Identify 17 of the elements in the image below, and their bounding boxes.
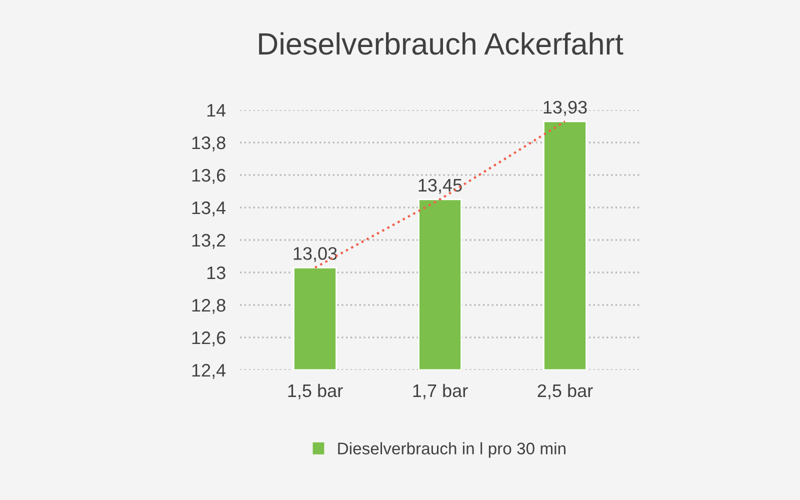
x-tick-label: 2,5 bar [538,384,593,400]
y-tick-label: 13,8 [192,136,226,152]
y-tick-label: 12,8 [192,298,226,314]
y-tick-label: 12,4 [192,364,226,379]
x-tick-label: 1,5 bar [288,384,343,400]
data-label: 13,93 [544,100,587,116]
data-label: 13,03 [294,247,337,262]
chart-title: Dieselverbrauch Ackerfahrt [259,32,624,55]
y-tick-label: 12,6 [192,331,226,346]
y-tick-label: 14 [207,104,226,117]
y-tick-label: 13 [207,266,226,280]
y-tick-label: 13,2 [192,234,226,249]
y-tick-label: 13,6 [192,168,226,184]
legend-label: Dieselverbrauch in l pro 30 min [338,442,566,458]
y-tick-label: 13,4 [192,201,226,216]
x-tick-label: 1,7 bar [413,384,468,400]
data-label: 13,45 [418,178,462,194]
